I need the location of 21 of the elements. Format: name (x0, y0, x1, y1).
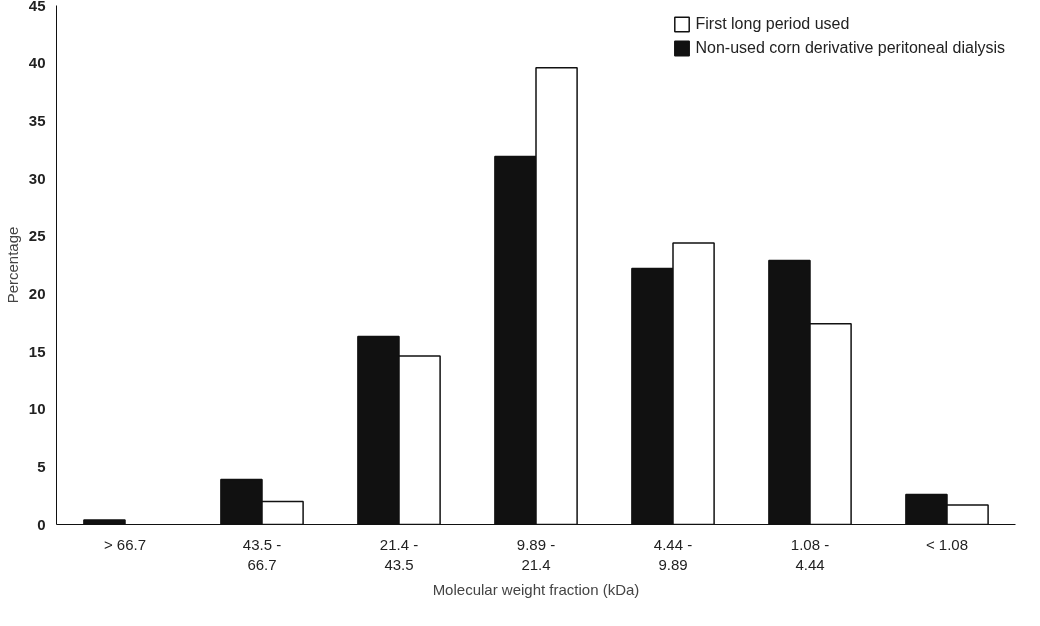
y-tick-label: 5 (37, 457, 46, 475)
x-axis-title: Molecular weight fraction (kDa) (432, 580, 640, 598)
x-tick-label: 1.08 - 4.44 (790, 535, 830, 573)
y-axis-title: Percentage (3, 226, 21, 304)
y-tick-label: 0 (37, 515, 46, 533)
legend-label: Non-used corn derivative peritoneal dialysis (695, 39, 1005, 57)
y-tick-label: 10 (28, 400, 46, 418)
y-tick-label: 25 (28, 227, 46, 245)
x-tick-label: 43.5 - 66.7 (242, 535, 282, 573)
x-tick-label: 9.89 - 21.4 (516, 535, 556, 573)
x-tick-label: < 1.08 (925, 535, 969, 553)
legend-label: First long period used (695, 15, 850, 33)
x-tick-label: > 66.7 (103, 535, 147, 553)
y-tick-label: 30 (28, 169, 46, 187)
y-tick-label: 40 (28, 54, 46, 72)
x-tick-label: 4.44 - 9.89 (653, 535, 693, 573)
y-tick-label: 45 (28, 0, 46, 14)
y-tick-label: 20 (28, 284, 46, 302)
y-tick-label: 35 (28, 111, 46, 129)
y-tick-label: 15 (28, 342, 46, 360)
x-tick-label: 21.4 - 43.5 (379, 535, 419, 573)
